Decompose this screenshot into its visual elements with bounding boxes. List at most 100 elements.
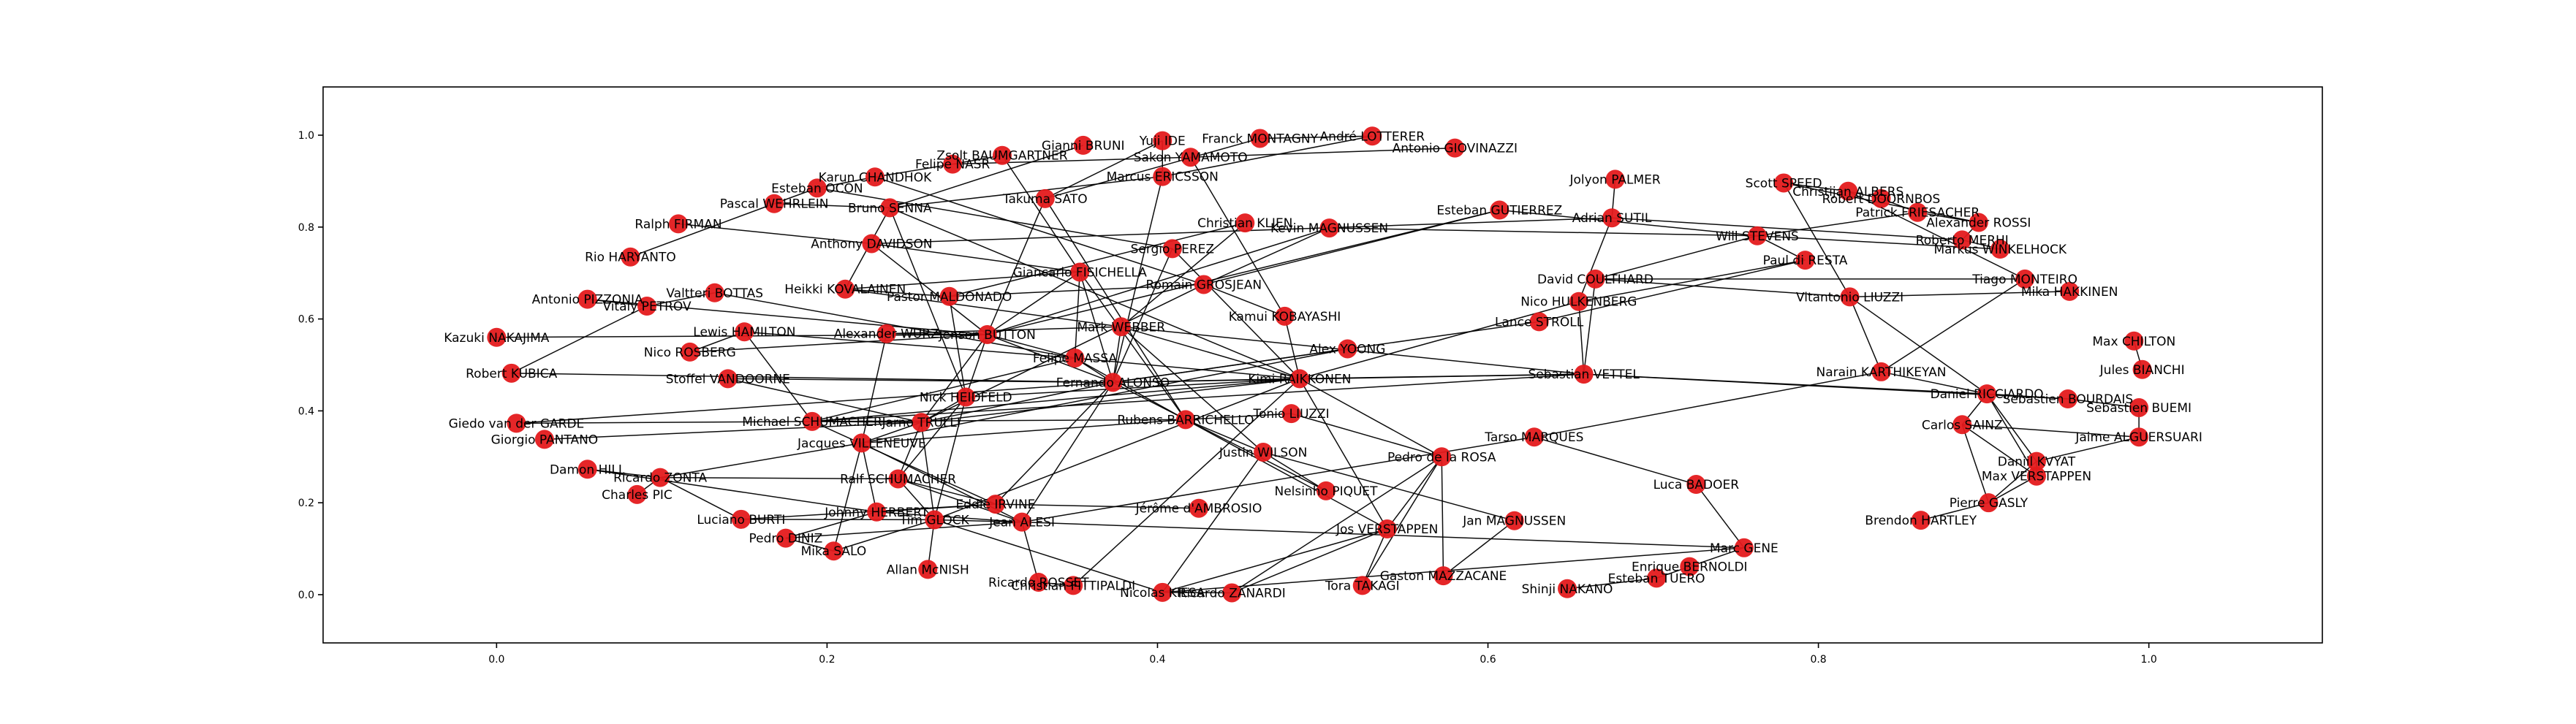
edge-jenson-button--jarno-trulli <box>920 334 988 423</box>
node-takuma-sato <box>1035 188 1055 208</box>
node-label-nico-hulkenberg: Nico HULKENBERG <box>1520 295 1637 310</box>
node-shinji-nakano <box>1558 579 1577 598</box>
node-luciano-burti <box>731 509 751 529</box>
node-label-kazuki-nakajima: Kazuki NAKAJIMA <box>444 331 549 346</box>
edge-mark-webber--kimi-raikkonen <box>1121 326 1300 380</box>
node-carlos-sainz <box>1952 415 1972 435</box>
edge-pascal-wehrlein--bruno-senna <box>774 202 890 209</box>
edge-alexander-wurz--jenson-button <box>886 332 988 335</box>
node-lewis-hamilton <box>735 322 754 342</box>
node-max-chilton <box>2124 331 2144 351</box>
node-label-carlos-sainz: Carlos SAINZ <box>1922 418 2003 433</box>
node-tora-takagi <box>1352 576 1372 595</box>
edge-karun-chandhok--romain-grosjean <box>874 176 1204 286</box>
edge-kevin-magnussen--romain-grosjean <box>1203 227 1330 286</box>
edge-kimi-raikkonen--nick-heidfeld <box>966 378 1300 398</box>
node-marcus-ericsson <box>1153 167 1173 186</box>
edge-nicolas-kiesa--tim-glock <box>934 519 1163 593</box>
node-pierre-gasly <box>1979 493 1999 513</box>
node-brendon-hartley <box>1911 511 1931 530</box>
node-label-tiago-monteiro: Tiago MONTEIRO <box>1971 273 2077 287</box>
node-karun-chandhok <box>865 167 884 187</box>
edge-jarno-trulli--jacques-villeneuve <box>861 422 922 444</box>
node-sakon-yamamoto <box>1181 148 1200 167</box>
edge-kimi-raikkonen--jarno-trulli <box>921 378 1300 423</box>
node-robert-doornbos <box>1871 188 1891 208</box>
node-label-giancarlo-fisichella: Giancarlo FISICHELLA <box>1013 265 1148 280</box>
node-christijan-albers <box>1838 181 1858 201</box>
node-label-tim-glock: Tim GLOCK <box>899 513 970 527</box>
node-franck-montagny <box>1250 129 1270 148</box>
node-label-alex-yoong: Alex YOONG <box>1309 342 1385 357</box>
node-label-markus-winkelhock: Markus WINKELHOCK <box>1933 243 2067 257</box>
node-label-yuji-ide: Yuji IDE <box>1139 134 1186 149</box>
node-christian-klien <box>1235 213 1255 233</box>
edge-kimi-raikkonen--michael-schumacher <box>811 378 1300 422</box>
node-label-sebastien-bourdais: Sebastien BOURDAIS <box>2003 392 2134 407</box>
node-label-tora-takagi: Tora TAKAGI <box>1325 579 1400 593</box>
node-pedro-de-la-rosa <box>1432 447 1452 467</box>
node-kazuki-nakajima <box>487 327 507 347</box>
node-label-mika-salo: Mika SALO <box>801 544 867 559</box>
edge-carlos-sainz--max-verstappen <box>1961 424 2037 477</box>
plot-frame <box>322 86 2323 644</box>
edge-jacques-villeneuve--ricardo-zonta <box>659 442 862 479</box>
node-label-stoffel-vandoorne: Stoffel VANDOORNE <box>666 372 790 386</box>
node-antonio-pizzonia <box>577 289 597 309</box>
node-marc-gene <box>1734 538 1754 557</box>
node-romain-grosjean <box>1194 275 1213 294</box>
edge-narain-karthikeyan--daniel-ricciardo <box>1881 371 1988 395</box>
node-label-narain-karthikeyan: Narain KARTHIKEYAN <box>1816 365 1946 380</box>
node-label-jerome-d-ambrosio: Jérôme d'AMBROSIO <box>1135 502 1262 517</box>
node-pascal-wehrlein <box>765 194 784 213</box>
edge-sergio-perez--kimi-raikkonen <box>1172 248 1300 379</box>
edge-heikki-kovalainen--pastor-maldonado <box>845 288 950 297</box>
y-tick-label: 0.2 <box>298 498 314 509</box>
edge-johnny-herbert--pedro-diniz <box>785 511 877 539</box>
node-mika-salo <box>824 541 844 561</box>
node-gaston-mazzacane <box>1433 566 1453 586</box>
node-label-enrique-bernoldi: Enrique BERNOLDI <box>1632 560 1748 575</box>
edge-patrick-friesacher--alexander-rossi <box>1917 211 1979 224</box>
edge-zsolt-baumgartner--giancarlo-fisichella <box>1001 155 1080 273</box>
edge-ricardo-zonta--luciano-burti <box>659 476 742 520</box>
node-label-jolyon-palmer: Jolyon PALMER <box>1569 172 1660 187</box>
edge-ricardo-zonta--ralf-schumacher <box>660 476 898 480</box>
edge-fernando-alonso--jean-alesi <box>1021 381 1114 523</box>
edge-vitantonio-liuzzi--daniel-ricciardo <box>1849 296 1988 395</box>
node-jolyon-palmer <box>1605 169 1625 189</box>
node-label-roberto-merhi: Roberto MERHI <box>1916 233 2009 248</box>
node-kamui-kobayashi <box>1275 306 1295 326</box>
node-jerome-d-ambrosio <box>1189 498 1208 518</box>
node-stoffel-vandoorne <box>718 369 738 389</box>
edge-esteban-ocon--sergio-perez <box>817 187 1173 250</box>
node-label-patrick-friesacher: Patrick FRIESACHER <box>1855 206 1980 221</box>
node-damon-hill <box>577 460 597 479</box>
node-label-bruno-senna: Bruno SENNA <box>848 201 932 216</box>
node-label-marc-gene: Marc GENE <box>1710 541 1778 556</box>
x-axis: 0.0 0.2 0.4 0.6 0.8 1.0 <box>488 643 2157 666</box>
edge-sebastian-vettel--michael-schumacher <box>812 373 1584 422</box>
node-rio-haryanto <box>621 247 640 267</box>
edge-scott-speed--christijan-albers <box>1784 182 1849 192</box>
edge-felipe-nasr--karun-chandhok <box>874 163 953 178</box>
node-label-gianni-bruni: Gianni BRUNI <box>1042 139 1125 153</box>
x-tick-label: 0.0 <box>488 654 504 666</box>
edge-vitaly-petrov--robert-kubica <box>511 305 648 374</box>
edge-daniel-ricciardo--sebastien-bourdais <box>1987 393 2068 400</box>
edge-nico-hulkenberg--kimi-raikkonen <box>1299 300 1580 380</box>
edge-paul-di-resta--lance-stroll <box>1539 259 1806 323</box>
node-label-pascal-wehrlein: Pascal WEHRLEIN <box>720 197 829 212</box>
edge-patrick-friesacher--will-stevens <box>1757 211 1918 237</box>
node-nico-rosberg <box>680 342 700 362</box>
node-tarso-marques <box>1524 427 1544 447</box>
node-valtteri-bottas <box>705 283 724 302</box>
node-label-allan-mcnish: Allan McNISH <box>887 563 969 577</box>
node-jos-verstappen <box>1377 519 1397 539</box>
node-fernando-alonso <box>1103 373 1123 392</box>
y-axis: 0.0 0.2 0.4 0.6 0.8 1.0 <box>298 130 323 601</box>
edge-sebastien-bourdais--sebastien-buemi <box>2067 398 2140 408</box>
edge-pedro-de-la-rosa--kimi-raikkonen <box>1299 378 1442 457</box>
node-label-andre-lotterer: André LOTTERER <box>1320 129 1425 144</box>
